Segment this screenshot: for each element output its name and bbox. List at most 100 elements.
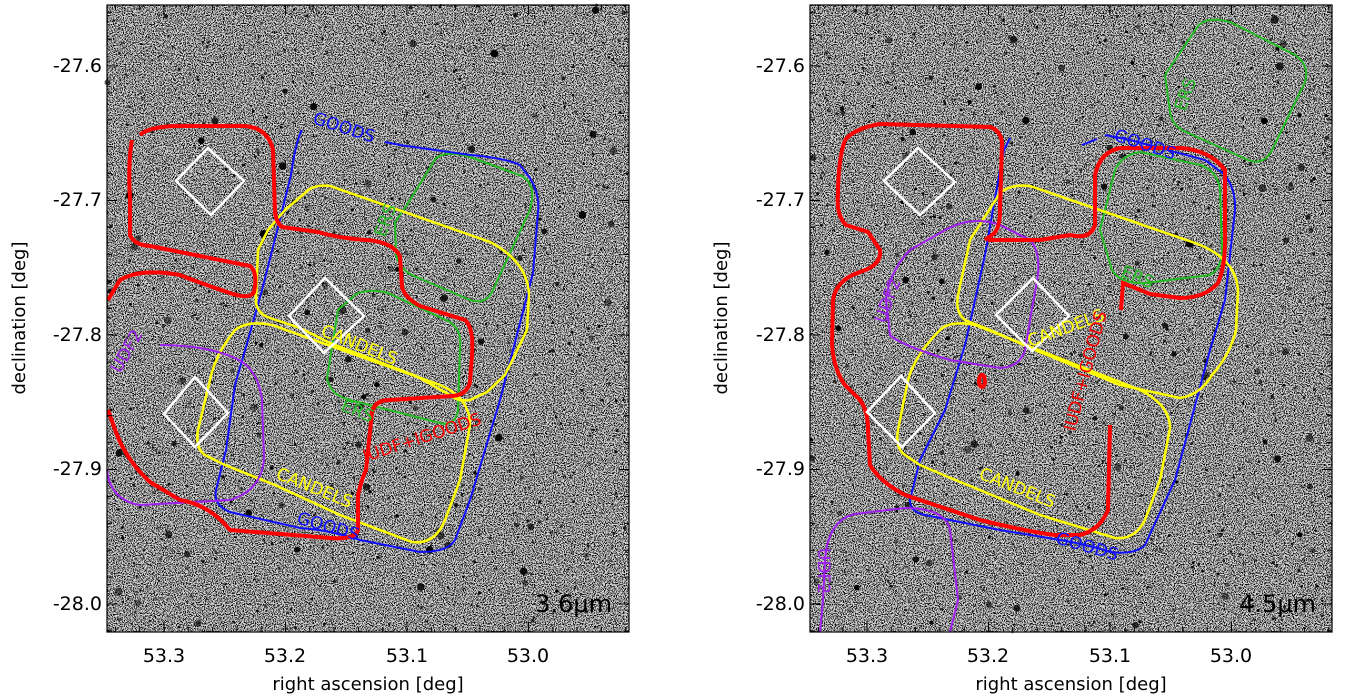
star: [211, 117, 219, 125]
star: [179, 377, 186, 384]
star: [490, 49, 499, 58]
star: [519, 80, 522, 83]
star: [851, 179, 855, 183]
star: [334, 579, 338, 583]
star: [239, 459, 241, 462]
star: [1088, 311, 1091, 315]
star: [276, 52, 280, 55]
star: [1067, 543, 1070, 546]
star: [207, 290, 211, 293]
star: [845, 550, 848, 554]
star: [543, 47, 546, 50]
star: [1013, 394, 1016, 397]
star: [1186, 174, 1188, 177]
star: [1298, 121, 1300, 124]
star: [530, 572, 533, 576]
star: [509, 349, 512, 353]
star: [283, 159, 286, 162]
star: [387, 165, 391, 169]
star: [321, 546, 325, 549]
star: [434, 404, 437, 407]
star: [879, 245, 882, 247]
star: [1226, 198, 1229, 200]
star: [468, 396, 471, 399]
star: [354, 329, 357, 332]
star: [980, 391, 984, 395]
star: [275, 382, 278, 385]
star: [1138, 266, 1141, 269]
star: [332, 580, 336, 583]
star: [1223, 608, 1226, 611]
star: [328, 209, 331, 212]
star: [1008, 496, 1011, 500]
star: [153, 296, 155, 299]
star: [1263, 102, 1266, 105]
star: [286, 611, 290, 614]
star: [112, 19, 115, 23]
star: [1254, 181, 1257, 185]
star: [835, 325, 842, 332]
star: [1042, 606, 1045, 610]
star: [823, 172, 826, 175]
star: [1029, 215, 1032, 219]
star: [304, 205, 308, 209]
star: [505, 164, 508, 167]
star: [1067, 627, 1070, 630]
star: [424, 213, 426, 216]
star: [439, 290, 441, 292]
star: [376, 340, 379, 343]
star: [1277, 187, 1279, 189]
star: [579, 222, 582, 226]
star: [435, 90, 437, 92]
star: [867, 499, 871, 502]
star: [961, 188, 963, 190]
star: [235, 192, 238, 194]
star: [1294, 50, 1297, 53]
star: [123, 400, 125, 403]
star: [972, 423, 974, 426]
star: [875, 373, 878, 376]
star: [1103, 74, 1107, 77]
star: [836, 353, 840, 357]
star: [818, 104, 821, 107]
star: [866, 198, 869, 201]
star: [1243, 289, 1246, 291]
star: [282, 88, 288, 94]
star: [1248, 162, 1253, 167]
star: [979, 339, 982, 342]
star: [825, 203, 829, 207]
star: [917, 380, 919, 383]
star: [886, 369, 888, 371]
star: [944, 493, 946, 495]
star: [588, 601, 591, 604]
panel-3-6um: GOODS GOODS CANDELS CANDELS ERS ERS UDF2…: [9, 3, 630, 695]
star: [902, 294, 905, 296]
star: [902, 455, 904, 457]
star: [1092, 415, 1098, 421]
star: [122, 46, 126, 50]
star: [1304, 224, 1306, 227]
star: [150, 130, 154, 134]
star: [1070, 352, 1074, 356]
star: [260, 307, 263, 309]
star: [1096, 550, 1098, 552]
star: [1097, 464, 1101, 468]
star: [123, 428, 126, 431]
star: [502, 72, 505, 75]
star: [843, 570, 847, 574]
star: [1123, 333, 1129, 340]
star: [390, 348, 394, 352]
star: [604, 299, 612, 307]
star: [1310, 96, 1312, 98]
star: [135, 591, 138, 594]
star: [388, 623, 391, 626]
star: [579, 211, 582, 215]
star: [114, 88, 116, 90]
star: [1072, 467, 1075, 470]
star: [394, 131, 398, 135]
star: [1140, 123, 1142, 126]
star: [849, 14, 852, 17]
star: [402, 246, 404, 248]
star: [997, 80, 1000, 83]
star: [532, 593, 535, 597]
